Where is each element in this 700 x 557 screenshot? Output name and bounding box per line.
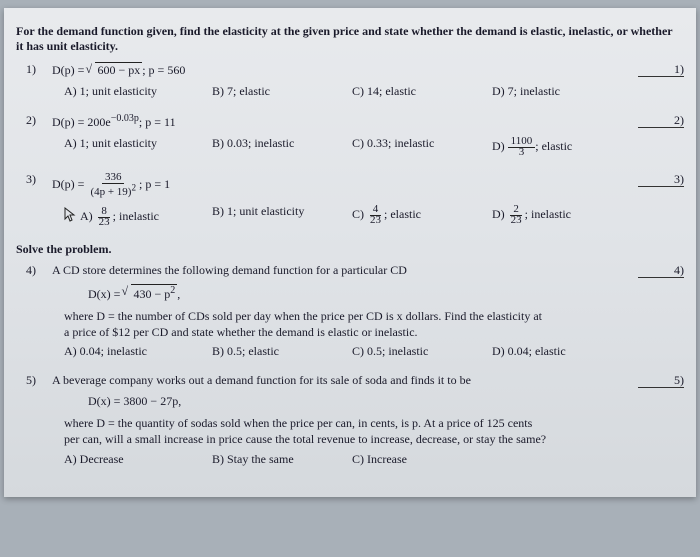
q4-option-d: D) 0.04; elastic [492,344,612,359]
q5-answer-number: 5) [674,373,684,388]
q4-text: A CD store determines the following dema… [52,263,407,277]
q4-number: 4) [26,263,36,278]
q5-text: A beverage company works out a demand fu… [52,373,471,387]
q1-options: A) 1; unit elasticity B) 7; elastic C) 1… [64,84,676,99]
q4-option-a: A) 0.04; inelastic [64,344,212,359]
q2-answer-blank [638,127,684,128]
q4-option-c: C) 0.5; inelastic [352,344,492,359]
q2-option-c: C) 0.33; inelastic [352,136,492,158]
q1-option-d: D) 7; inelastic [492,84,612,99]
question-2: 2) D(p) = 200e−0.03p; p = 11 2) [52,113,676,130]
q2-equation: D(p) = 200e−0.03p; p = 11 [52,115,176,129]
q4-answer-blank [638,277,684,278]
q1-option-b: B) 7; elastic [212,84,352,99]
q3-equation: D(p) = 336(4p + 19)2; p = 1 [52,177,170,191]
q5-body1: where D = the quantity of sodas sold whe… [64,415,676,431]
q4-equation: D(x) = 430 − p2, [88,284,676,302]
q2-answer-number: 2) [674,113,684,128]
q5-body2: per can, will a small increase in price … [64,431,676,447]
q4-answer-number: 4) [674,263,684,278]
q1-number: 1) [26,62,36,77]
q3-answer-number: 3) [674,172,684,187]
section-instructions: For the demand function given, find the … [16,24,676,54]
q2-number: 2) [26,113,36,128]
q4-body1: where D = the number of CDs sold per day… [64,308,676,324]
q5-number: 5) [26,373,36,388]
q2-option-a: A) 1; unit elasticity [64,136,212,158]
question-1: 1) D(p) = 600 − px; p = 560 1) [52,62,676,78]
question-4: 4) A CD store determines the following d… [52,263,676,278]
q4-body2: a price of $12 per CD and state whether … [64,324,676,340]
q1-option-c: C) 14; elastic [352,84,492,99]
section-solve: Solve the problem. [16,242,676,257]
q2-options: A) 1; unit elasticity B) 0.03; inelastic… [64,136,676,158]
q4-options: A) 0.04; inelastic B) 0.5; elastic C) 0.… [64,344,676,359]
q3-options: A) 823; inelastic B) 1; unit elasticity … [64,204,676,228]
q1-equation: D(p) = 600 − px; p = 560 [52,63,185,77]
cursor-icon [64,207,76,223]
q5-option-a: A) Decrease [64,452,212,467]
q3-number: 3) [26,172,36,187]
q2-option-d: D) 11003; elastic [492,136,612,158]
q1-option-a: A) 1; unit elasticity [64,84,212,99]
question-3: 3) D(p) = 336(4p + 19)2; p = 1 3) [52,172,676,198]
q3-option-a: A) 823; inelastic [64,204,212,228]
q5-equation: D(x) = 3800 − 27p, [88,394,676,409]
q3-option-b: B) 1; unit elasticity [212,204,352,228]
q3-option-c: C) 423; elastic [352,204,492,228]
q1-answer-number: 1) [674,62,684,77]
q5-option-c: C) Increase [352,452,492,467]
q3-answer-blank [638,186,684,187]
question-5: 5) A beverage company works out a demand… [52,373,676,388]
q3-option-d: D) 223; inelastic [492,204,612,228]
q1-answer-blank [638,76,684,77]
q2-option-b: B) 0.03; inelastic [212,136,352,158]
q5-answer-blank [638,387,684,388]
q5-option-b: B) Stay the same [212,452,352,467]
q5-options: A) Decrease B) Stay the same C) Increase [64,452,676,467]
worksheet-page: For the demand function given, find the … [4,8,696,497]
q4-option-b: B) 0.5; elastic [212,344,352,359]
